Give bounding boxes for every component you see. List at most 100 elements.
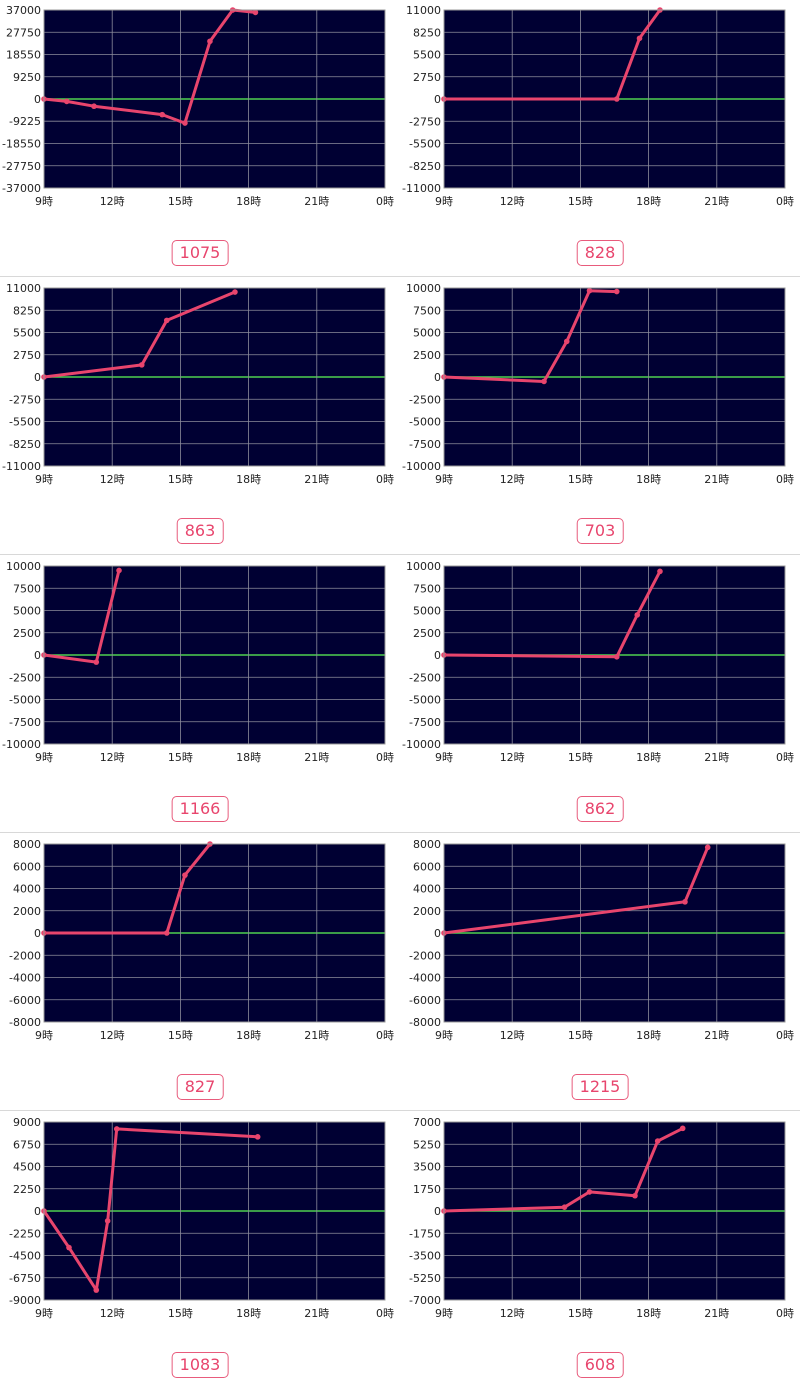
data-point xyxy=(163,930,170,936)
y-tick-label: 0 xyxy=(34,927,41,940)
chart-panel-4: 10000 7500 5000 2500 0 -2500 -5000 -7500 -10000 9… xyxy=(400,278,800,556)
x-tick-label: 12時 xyxy=(500,473,525,486)
y-tick-label: -37000 xyxy=(2,182,41,195)
y-tick-label: 8000 xyxy=(13,838,41,851)
y-tick-label: -6750 xyxy=(9,1272,41,1285)
x-tick-label: 9時 xyxy=(435,195,453,208)
count-badge[interactable]: 608 xyxy=(576,1352,624,1378)
x-tick-label: 18時 xyxy=(236,1029,261,1042)
x-tick-label: 21時 xyxy=(704,195,729,208)
y-tick-label: 8000 xyxy=(413,838,441,851)
y-tick-label: 11000 xyxy=(406,4,441,17)
x-tick-label: 18時 xyxy=(636,751,661,764)
count-badge[interactable]: 862 xyxy=(576,796,624,822)
count-badge[interactable]: 1166 xyxy=(171,796,229,822)
y-tick-label: 5250 xyxy=(413,1138,441,1151)
data-point xyxy=(586,287,593,294)
data-point xyxy=(654,1138,661,1144)
y-tick-label: -2500 xyxy=(409,671,441,684)
chart-panel-1: 37000 27750 18550 9250 0 -9225 -18550 -27750 -37… xyxy=(0,0,400,278)
data-point xyxy=(561,1204,568,1210)
chart-panel-5: 10000 7500 5000 2500 0 -2500 -5000 -7500 -10000 9… xyxy=(0,556,400,834)
data-point xyxy=(682,899,688,905)
y-tick-label: 18550 xyxy=(6,48,41,61)
y-tick-label: 2500 xyxy=(13,627,41,640)
x-tick-label: 9時 xyxy=(435,751,453,764)
row-separator xyxy=(0,276,800,277)
data-point xyxy=(252,9,259,16)
data-point xyxy=(113,1126,120,1132)
series-line xyxy=(442,1126,685,1213)
series-line xyxy=(42,1127,260,1292)
x-tick-label: 9時 xyxy=(35,1029,53,1042)
x-tick-label: 18時 xyxy=(636,195,661,208)
series-line xyxy=(42,842,212,935)
plot-border xyxy=(43,9,386,189)
y-tick-label: 0 xyxy=(434,649,441,662)
count-badge[interactable]: 1075 xyxy=(171,240,229,266)
x-tick-label: 0時 xyxy=(376,1029,394,1042)
y-tick-label: -4000 xyxy=(9,972,41,985)
y-tick-label: 27750 xyxy=(6,26,41,39)
y-tick-label: 2750 xyxy=(13,349,41,362)
y-tick-label: -7500 xyxy=(409,716,441,729)
data-point xyxy=(586,1189,593,1195)
y-tick-label: 6750 xyxy=(13,1138,41,1151)
count-badge[interactable]: 863 xyxy=(176,518,224,544)
x-tick-label: 9時 xyxy=(35,473,53,486)
count-badge[interactable]: 828 xyxy=(576,240,624,266)
data-point xyxy=(613,653,620,660)
row-separator xyxy=(0,1110,800,1111)
data-point xyxy=(66,1244,72,1251)
plot-border xyxy=(43,287,386,467)
y-tick-label: -2750 xyxy=(409,115,441,128)
data-point xyxy=(634,612,641,618)
chart-panel-2: 11000 8250 5500 2750 0 -2750 -5500 -8250 -11000 9… xyxy=(400,0,800,278)
y-tick-label: 8250 xyxy=(13,304,41,317)
series-line xyxy=(42,8,257,125)
y-tick-label: 0 xyxy=(434,1205,441,1218)
x-tick-label: 0時 xyxy=(376,195,394,208)
y-tick-label: 0 xyxy=(34,371,41,384)
x-tick-label: 18時 xyxy=(236,751,261,764)
x-tick-label: 18時 xyxy=(636,1029,661,1042)
y-tick-label: 5500 xyxy=(413,49,441,62)
y-tick-label: 7500 xyxy=(413,582,441,595)
y-tick-label: 5500 xyxy=(13,327,41,340)
x-tick-label: 12時 xyxy=(500,1029,525,1042)
row-separator xyxy=(0,832,800,833)
x-tick-label: 21時 xyxy=(704,1029,729,1042)
x-tick-label: 12時 xyxy=(100,1307,125,1320)
y-tick-label: -8250 xyxy=(409,160,441,173)
data-point xyxy=(138,362,145,368)
data-point xyxy=(541,378,547,385)
x-tick-label: 0時 xyxy=(776,751,794,764)
y-tick-label: -27750 xyxy=(2,160,41,173)
y-tick-label: -2000 xyxy=(409,949,441,962)
data-point xyxy=(116,567,122,574)
y-tick-label: 2500 xyxy=(413,349,441,362)
y-tick-label: -7500 xyxy=(9,716,41,729)
y-tick-label: 1750 xyxy=(413,1183,441,1196)
y-tick-label: 4000 xyxy=(413,883,441,896)
y-tick-label: -10000 xyxy=(402,460,441,473)
x-tick-label: 9時 xyxy=(435,1029,453,1042)
plot-border xyxy=(443,843,786,1023)
y-tick-label: -2250 xyxy=(9,1227,41,1240)
count-badge[interactable]: 703 xyxy=(576,518,624,544)
y-tick-label: 6000 xyxy=(413,860,441,873)
y-tick-label: 2500 xyxy=(413,627,441,640)
x-tick-label: 12時 xyxy=(100,195,125,208)
chart-panel-3: 11000 8250 5500 2750 0 -2750 -5500 -8250 -11000 9… xyxy=(0,278,400,556)
count-badge[interactable]: 1083 xyxy=(171,1352,229,1378)
y-tick-label: -5500 xyxy=(409,138,441,151)
data-point xyxy=(163,317,170,324)
count-badge[interactable]: 827 xyxy=(176,1074,224,1100)
x-tick-label: 21時 xyxy=(704,1307,729,1320)
y-tick-label: -8000 xyxy=(409,1016,441,1029)
data-point xyxy=(704,844,711,851)
series-line xyxy=(442,569,662,659)
y-tick-label: -7000 xyxy=(409,1294,441,1307)
count-badge[interactable]: 1215 xyxy=(571,1074,629,1100)
